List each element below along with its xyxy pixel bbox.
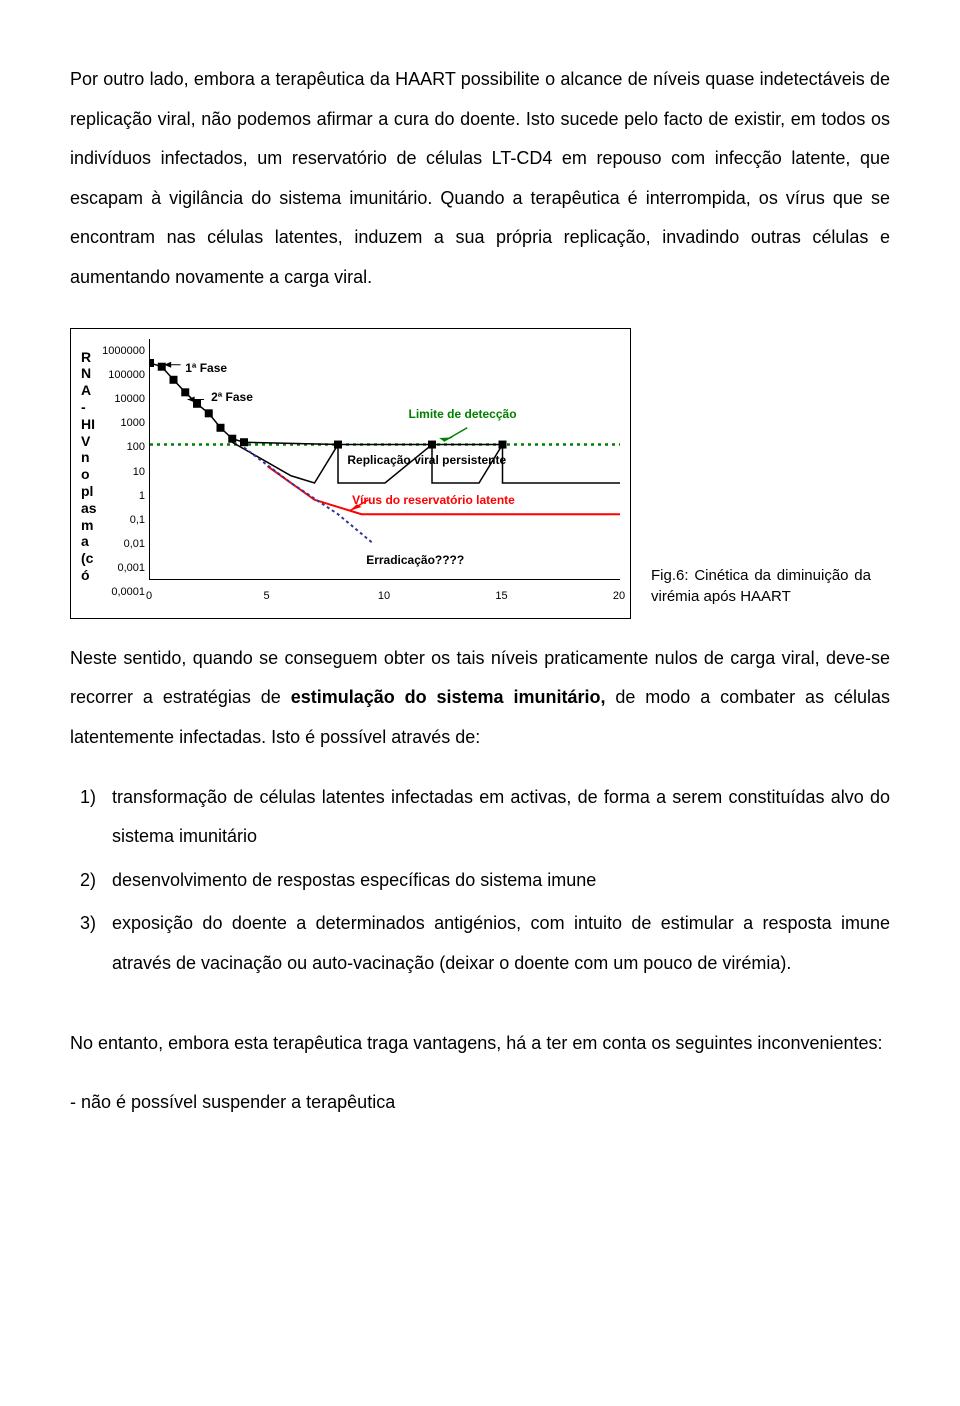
figure-6: RNA-HIVnoplasma(có 100000010000010000100… (70, 328, 890, 619)
paragraph-1: Por outro lado, embora a terapêutica da … (70, 60, 890, 298)
label-latent: Vírus do reservatório latente (352, 487, 515, 513)
label-detect: Limite de detecção (409, 401, 517, 427)
label-fase1: 1ª Fase (185, 355, 227, 381)
paragraph-3: No entanto, embora esta terapêutica trag… (70, 1024, 890, 1064)
paragraph-2: Neste sentido, quando se conseguem obter… (70, 639, 890, 758)
list-number: 3) (80, 904, 96, 944)
y-axis-label: RNA-HIVnoplasma(có (81, 339, 97, 608)
chart-container: RNA-HIVnoplasma(có 100000010000010000100… (70, 328, 631, 619)
list-text: desenvolvimento de respostas específicas… (112, 870, 596, 890)
list-number: 1) (80, 778, 96, 818)
plot-area: 1ª Fase 2ª Fase Limite de detecção Replicaç… (149, 339, 620, 580)
numbered-list: 1) transformação de células latentes infe… (70, 778, 890, 984)
figure-caption: Fig.6: Cinética da diminuição da virémia… (631, 565, 871, 619)
list-number: 2) (80, 861, 96, 901)
list-item: 1)transformação de células latentes infe… (112, 778, 890, 857)
x-axis-ticks: 05101520 (149, 580, 619, 608)
paragraph-4: - não é possível suspender a terapêutica (70, 1083, 890, 1123)
label-erradication: Erradicação???? (366, 547, 464, 573)
list-text: exposição do doente a determinados antig… (112, 913, 890, 973)
y-axis-ticks: 10000001000001000010001001010,10,010,001… (97, 339, 149, 579)
list-text: transformação de células latentes infect… (112, 787, 890, 847)
label-replication: Replicação viral persistente (347, 447, 506, 473)
bold-term: estimulação do sistema imunitário, (291, 687, 606, 707)
label-fase2: 2ª Fase (211, 384, 253, 410)
list-item: 3)exposição do doente a determinados ant… (112, 904, 890, 983)
list-item: 2)desenvolvimento de respostas específic… (112, 861, 890, 901)
